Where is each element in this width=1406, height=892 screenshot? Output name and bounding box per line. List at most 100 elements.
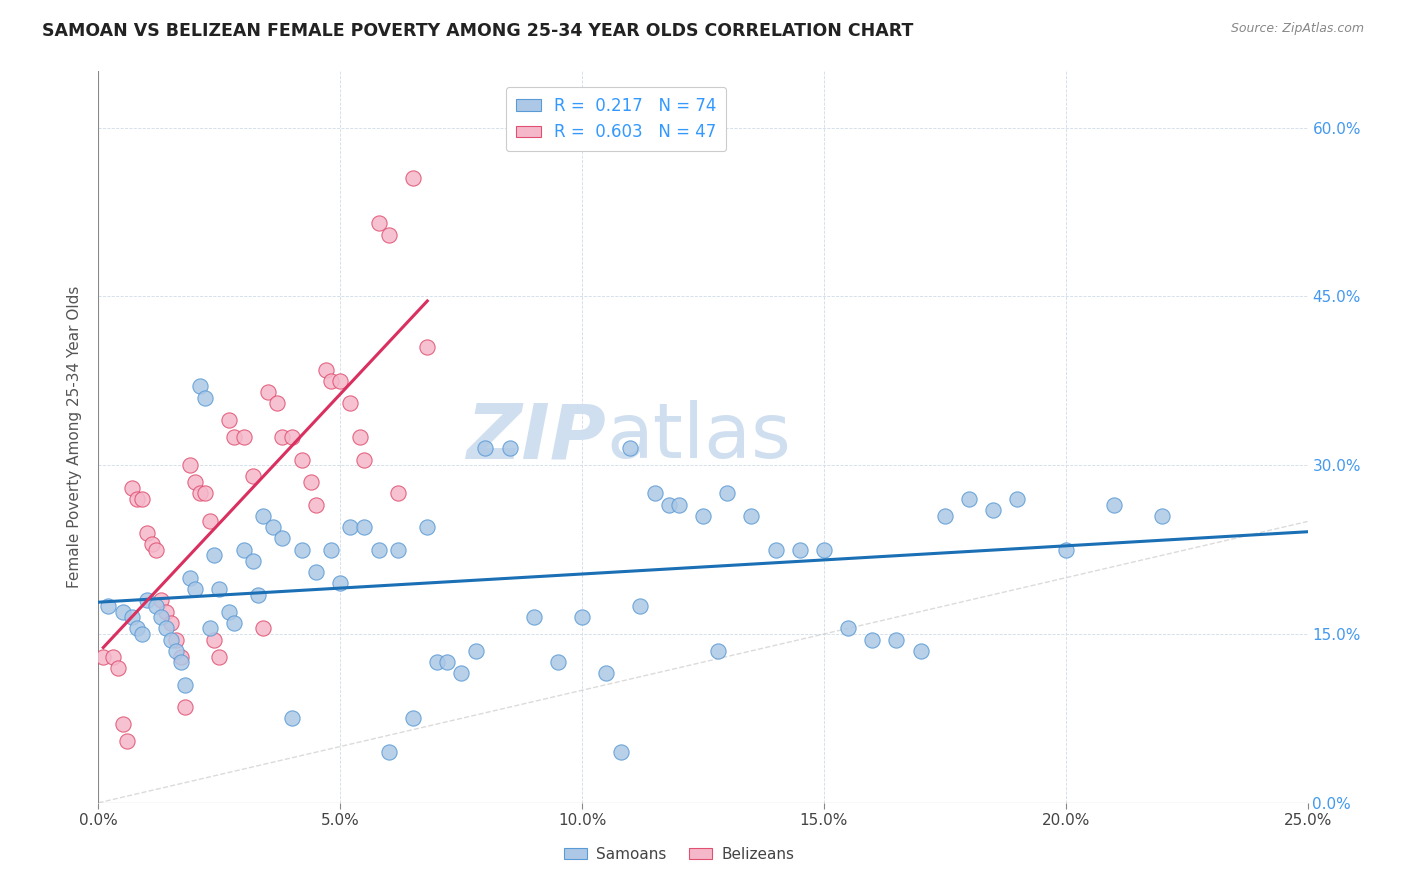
Point <box>107 661 129 675</box>
Point <box>290 452 312 467</box>
Point <box>141 537 163 551</box>
Point <box>256 385 278 400</box>
Point <box>547 655 569 669</box>
Legend: Samoans, Belizeans: Samoans, Belizeans <box>557 841 800 868</box>
Point <box>377 745 399 759</box>
Point <box>329 374 352 388</box>
Point <box>981 503 1004 517</box>
Point <box>353 520 375 534</box>
Point <box>368 216 391 230</box>
Point <box>208 582 231 596</box>
Point <box>262 520 284 534</box>
Point <box>184 475 207 489</box>
Point <box>271 532 294 546</box>
Point <box>281 711 304 725</box>
Point <box>339 396 361 410</box>
Point <box>619 442 641 456</box>
Point <box>281 430 304 444</box>
Point <box>127 491 149 506</box>
Point <box>595 666 617 681</box>
Point <box>169 655 191 669</box>
Point <box>305 498 328 512</box>
Point <box>91 649 114 664</box>
Point <box>523 610 546 624</box>
Point <box>247 588 270 602</box>
Point <box>368 542 391 557</box>
Point <box>252 621 274 635</box>
Point <box>628 599 651 613</box>
Text: Source: ZipAtlas.com: Source: ZipAtlas.com <box>1230 22 1364 36</box>
Point <box>169 649 191 664</box>
Point <box>266 396 288 410</box>
Point <box>837 621 859 635</box>
Point <box>377 227 399 242</box>
Point <box>387 542 409 557</box>
Point <box>740 508 762 523</box>
Point <box>299 475 322 489</box>
Point <box>1007 491 1029 506</box>
Point <box>121 610 143 624</box>
Point <box>789 542 811 557</box>
Point <box>416 340 439 354</box>
Point <box>198 621 221 635</box>
Point <box>610 745 633 759</box>
Point <box>145 599 167 613</box>
Point <box>160 615 183 630</box>
Text: SAMOAN VS BELIZEAN FEMALE POVERTY AMONG 25-34 YEAR OLDS CORRELATION CHART: SAMOAN VS BELIZEAN FEMALE POVERTY AMONG … <box>42 22 914 40</box>
Y-axis label: Female Poverty Among 25-34 Year Olds: Female Poverty Among 25-34 Year Olds <box>67 286 83 588</box>
Point <box>571 610 593 624</box>
Point <box>426 655 449 669</box>
Point <box>150 610 173 624</box>
Point <box>194 486 217 500</box>
Point <box>319 374 342 388</box>
Point <box>290 542 312 557</box>
Point <box>198 515 221 529</box>
Point <box>305 565 328 579</box>
Point <box>668 498 690 512</box>
Point <box>1102 498 1125 512</box>
Point <box>402 171 425 186</box>
Point <box>111 717 134 731</box>
Point <box>315 362 337 376</box>
Point <box>204 548 226 562</box>
Point <box>135 525 157 540</box>
Text: atlas: atlas <box>606 401 792 474</box>
Point <box>353 452 375 467</box>
Point <box>155 621 177 635</box>
Point <box>329 576 352 591</box>
Text: ZIP: ZIP <box>467 401 606 474</box>
Point <box>97 599 120 613</box>
Point <box>450 666 472 681</box>
Point <box>910 644 932 658</box>
Point <box>436 655 458 669</box>
Point <box>131 627 153 641</box>
Point <box>692 508 714 523</box>
Point <box>179 458 201 473</box>
Point <box>218 413 240 427</box>
Point <box>402 711 425 725</box>
Point <box>860 632 883 647</box>
Point <box>339 520 361 534</box>
Point <box>208 649 231 664</box>
Point <box>179 571 201 585</box>
Point <box>165 632 187 647</box>
Point <box>886 632 908 647</box>
Point <box>101 649 124 664</box>
Point <box>111 605 134 619</box>
Point <box>498 442 520 456</box>
Point <box>218 605 240 619</box>
Point <box>165 644 187 658</box>
Point <box>242 554 264 568</box>
Point <box>813 542 835 557</box>
Point <box>117 734 139 748</box>
Point <box>271 430 294 444</box>
Point <box>387 486 409 500</box>
Point <box>127 621 149 635</box>
Point <box>145 542 167 557</box>
Point <box>934 508 956 523</box>
Point <box>706 644 728 658</box>
Point <box>160 632 183 647</box>
Point <box>464 644 486 658</box>
Point <box>174 700 197 714</box>
Point <box>194 391 217 405</box>
